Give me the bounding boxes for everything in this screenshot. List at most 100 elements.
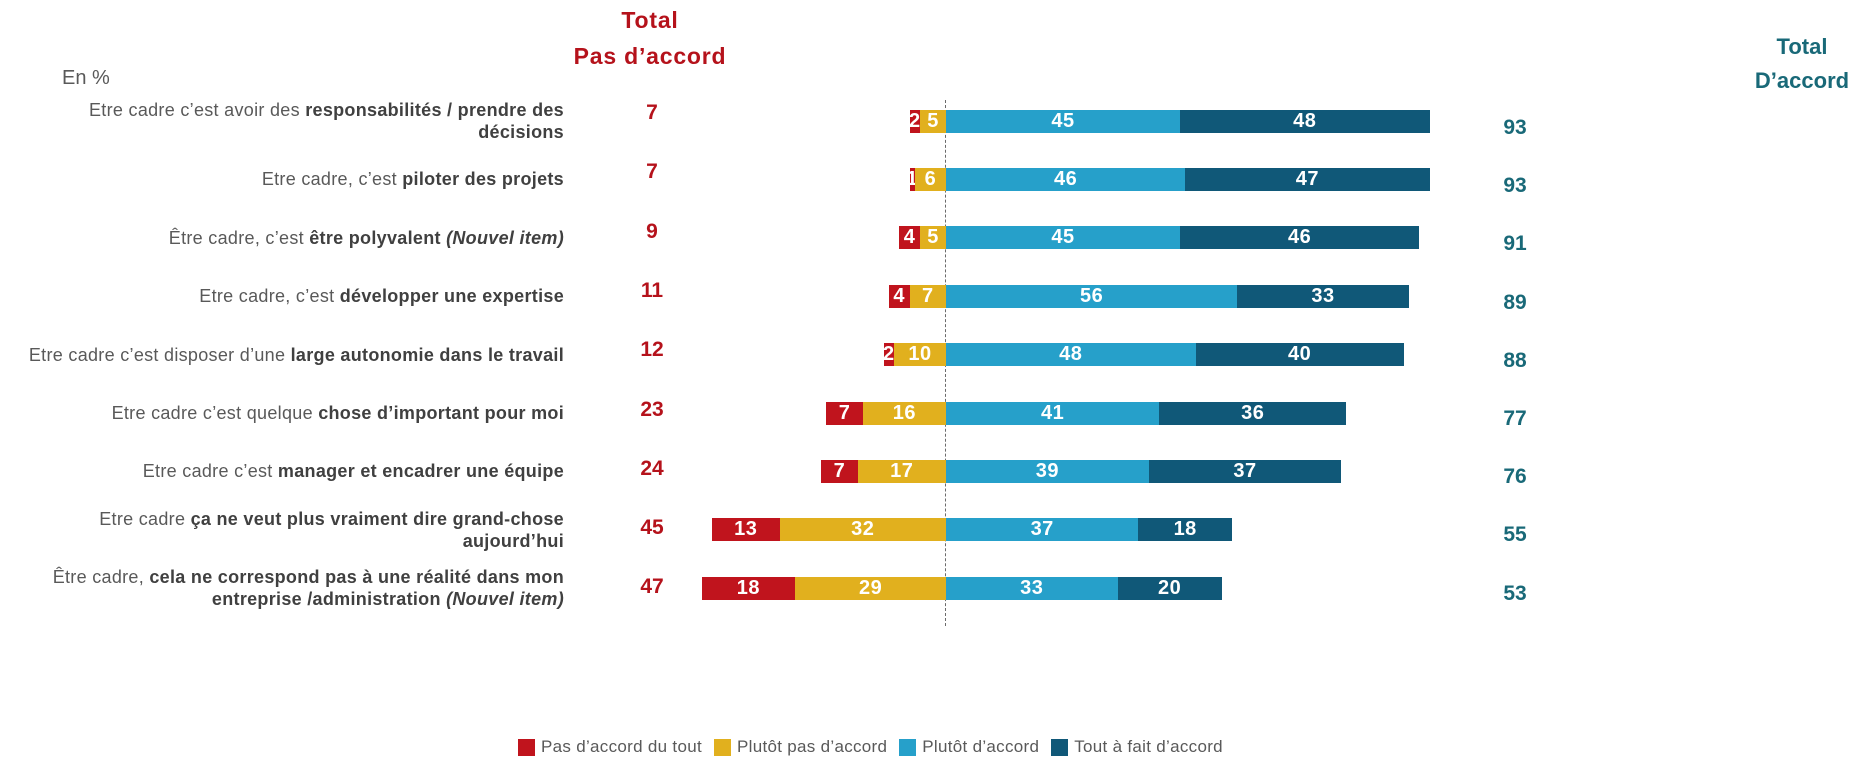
legend-label: Plutôt pas d’accord [736, 737, 888, 756]
bar-value-label: 4 [893, 284, 905, 307]
bar-tout-a-fait-daccord: 40 [1195, 343, 1404, 367]
row-label-text: Etre cadre c’est quelque [111, 403, 319, 423]
total-pas-daccord-value: 23 [640, 397, 664, 421]
row-label-text: Etre cadre c’est disposer d’une [28, 344, 291, 365]
bar-value-label: 1 [906, 167, 918, 190]
bar-value-label: 47 [1295, 167, 1319, 190]
row-label-text-block: Etre cadre ça ne veut plus vraiment dire… [99, 508, 564, 552]
total-daccord-value: 77 [1503, 407, 1527, 430]
total-daccord-header-line1: Total [1776, 34, 1828, 59]
total-pas-daccord-value: 9 [646, 219, 658, 243]
bar-value-label: 13 [734, 518, 758, 541]
bar-pas-daccord-du-tout: 2 [909, 109, 920, 133]
bar-value-label: 16 [892, 401, 917, 424]
legend-swatch [518, 738, 535, 756]
bar-pas-daccord-du-tout: 18 [701, 576, 796, 600]
bar-plutot-daccord: 56 [946, 284, 1238, 308]
bar-plutot-daccord: 37 [946, 518, 1139, 542]
row-label-emphasis: manager et encadrer une équipe [277, 461, 564, 482]
row-label: Etre cadre, c’est piloter des projets [0, 149, 564, 209]
bar-value-label: 45 [1051, 226, 1075, 249]
legend-swatch [713, 738, 731, 756]
total-daccord-header-line2: D’accord [1754, 68, 1850, 93]
row-label: Etre cadre c’est manager et encadrer une… [0, 441, 564, 501]
row-label-note: (Nouvel item) [440, 227, 564, 248]
bar-value-label: 4 [903, 226, 916, 249]
bar-tout-a-fait-daccord: 33 [1237, 284, 1409, 308]
row-label: Être cadre, c’est être polyvalent (Nouve… [0, 208, 564, 268]
legend-item-pas-daccord-du-tout: Pas d’accord du tout [518, 738, 702, 756]
legend-item-plutot-pas-daccord: Plutôt pas d’accord [713, 737, 888, 756]
total-daccord-value: 89 [1503, 290, 1527, 314]
bar-value-label: 18 [1173, 518, 1197, 541]
row-label: Etre cadre, c’est développer une experti… [0, 266, 564, 326]
legend-label: Tout à fait d’accord [1074, 737, 1223, 756]
row-label-emphasis: chose d’important pour moi [318, 403, 564, 423]
bar-plutot-pas-daccord: 5 [920, 226, 946, 250]
row-label-emphasis: développer une expertise [339, 286, 564, 307]
bar-tout-a-fait-daccord: 47 [1185, 167, 1430, 191]
row-label-text: Etre cadre c’est avoir des [89, 100, 306, 120]
bar-value-label: 39 [1035, 459, 1060, 482]
bar-plutot-daccord: 45 [946, 226, 1180, 250]
total-daccord-value: 93 [1503, 174, 1527, 198]
bar-value-label: 46 [1053, 167, 1078, 190]
bar-value-label: 56 [1079, 284, 1104, 307]
total-daccord-value: 55 [1503, 523, 1527, 547]
row-label-text: Être cadre, [52, 567, 150, 588]
bar-tout-a-fait-daccord: 46 [1180, 226, 1420, 250]
row-label: Etre cadre c’est disposer d’une large au… [0, 325, 564, 385]
total-pas-daccord-value: 12 [640, 338, 664, 362]
bar-value-label: 45 [1051, 109, 1075, 132]
bar-value-label: 41 [1040, 401, 1065, 424]
row-label-emphasis: large autonomie dans le travail [290, 344, 564, 365]
total-daccord-value: 91 [1503, 232, 1527, 256]
bar-tout-a-fait-daccord: 20 [1117, 576, 1222, 600]
legend-label: Pas d’accord du tout [541, 737, 702, 756]
row-label: Etre cadre ça ne veut plus vraiment dire… [0, 500, 564, 560]
legend-item-plutot-daccord: Plutôt d’accord [899, 738, 1039, 756]
row-label-emphasis: être polyvalent [309, 227, 441, 248]
row-label-text-block: Etre cadre c’est avoir des responsabilit… [89, 99, 564, 143]
bar-plutot-pas-daccord: 6 [914, 167, 946, 191]
bar-value-label: 48 [1293, 109, 1317, 132]
bar-value-label: 5 [927, 109, 939, 132]
row-label-text-block: Etre cadre c’est disposer d’une large au… [29, 344, 564, 366]
total-pas-daccord-value: 11 [640, 278, 664, 302]
row-label: Etre cadre c’est quelque chose d’importa… [0, 383, 564, 443]
total-daccord-header: Total D’accord [1752, 30, 1852, 98]
bar-plutot-pas-daccord: 16 [862, 401, 946, 425]
row-label-emphasis: responsabilités / prendre des décisions [305, 100, 564, 142]
row-label: Etre cadre c’est avoir des responsabilit… [0, 91, 564, 151]
row-label-text: Être cadre, c’est [168, 227, 310, 248]
legend-swatch [899, 738, 917, 756]
row-label-emphasis: ça ne veut plus vraiment dire grand-chos… [190, 508, 564, 551]
total-pas-daccord-value: 45 [640, 516, 664, 540]
bar-pas-daccord-du-tout: 2 [883, 343, 894, 367]
total-daccord-value: 76 [1503, 465, 1527, 489]
bar-tout-a-fait-daccord: 18 [1138, 518, 1232, 542]
row-label-note: (Nouvel item) [440, 589, 564, 610]
row-label-text: Etre cadre, c’est [261, 169, 403, 190]
bar-value-label: 18 [736, 576, 761, 599]
bar-value-label: 32 [851, 518, 875, 541]
bar-value-label: 36 [1241, 401, 1265, 424]
bar-value-label: 37 [1233, 459, 1257, 482]
bar-pas-daccord-du-tout: 7 [821, 459, 858, 483]
bar-plutot-daccord: 45 [946, 109, 1180, 133]
row-label-text-block: Etre cadre, c’est développer une experti… [199, 285, 564, 307]
bar-plutot-daccord: 33 [946, 576, 1118, 600]
bar-value-label: 29 [858, 576, 883, 599]
total-daccord-value: 88 [1503, 348, 1527, 372]
row-label: Être cadre, cela ne correspond pas à une… [0, 558, 564, 618]
bar-pas-daccord-du-tout: 4 [888, 284, 910, 308]
bar-value-label: 7 [921, 284, 934, 307]
legend: Pas d’accord du tout Plutôt pas d’accord… [518, 738, 1235, 756]
bar-plutot-daccord: 46 [946, 167, 1186, 191]
bar-value-label: 6 [924, 167, 937, 190]
row-label-text-block: Etre cadre, c’est piloter des projets [262, 168, 564, 190]
bar-value-label: 5 [927, 226, 939, 249]
row-label-text: Etre cadre [99, 508, 191, 529]
bar-pas-daccord-du-tout: 4 [899, 226, 920, 250]
